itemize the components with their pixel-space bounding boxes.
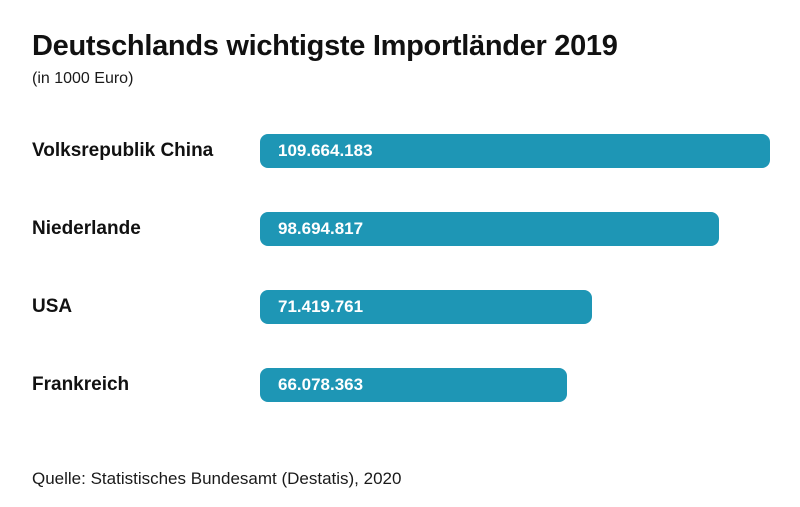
bar-track: 109.664.183	[260, 134, 770, 169]
category-label-frankreich: Frankreich	[32, 374, 130, 396]
bar-value-label: 98.694.817	[278, 219, 364, 239]
bar-niederlande: 98.694.817	[260, 212, 719, 247]
category-label-usa: USA	[32, 296, 73, 318]
bar-chart: Volksrepublik China 109.664.183 Niederla…	[32, 134, 770, 403]
chart-row: Niederlande 98.694.817	[32, 212, 770, 247]
bar-value-label: 71.419.761	[278, 297, 364, 317]
bar-track: 71.419.761	[260, 290, 770, 325]
bar-china: 109.664.183	[260, 134, 770, 169]
bar-value-label: 66.078.363	[278, 375, 364, 395]
chart-subtitle: (in 1000 Euro)	[32, 70, 134, 88]
bar-track: 98.694.817	[260, 212, 770, 247]
source-attribution: Quelle: Statistisches Bundesamt (Destati…	[32, 469, 402, 488]
bar-frankreich: 66.078.363	[260, 368, 568, 403]
chart-row: USA 71.419.761	[32, 290, 770, 325]
chart-row: Frankreich 66.078.363	[32, 368, 770, 403]
chart-title: Deutschlands wichtigste Importländer 201…	[32, 30, 618, 62]
category-label-china: Volksrepublik China	[32, 140, 214, 162]
bar-track: 66.078.363	[260, 368, 770, 403]
chart-row: Volksrepublik China 109.664.183	[32, 134, 770, 169]
category-label-niederlande: Niederlande	[32, 218, 141, 240]
bar-usa: 71.419.761	[260, 290, 593, 325]
bar-value-label: 109.664.183	[278, 141, 373, 161]
